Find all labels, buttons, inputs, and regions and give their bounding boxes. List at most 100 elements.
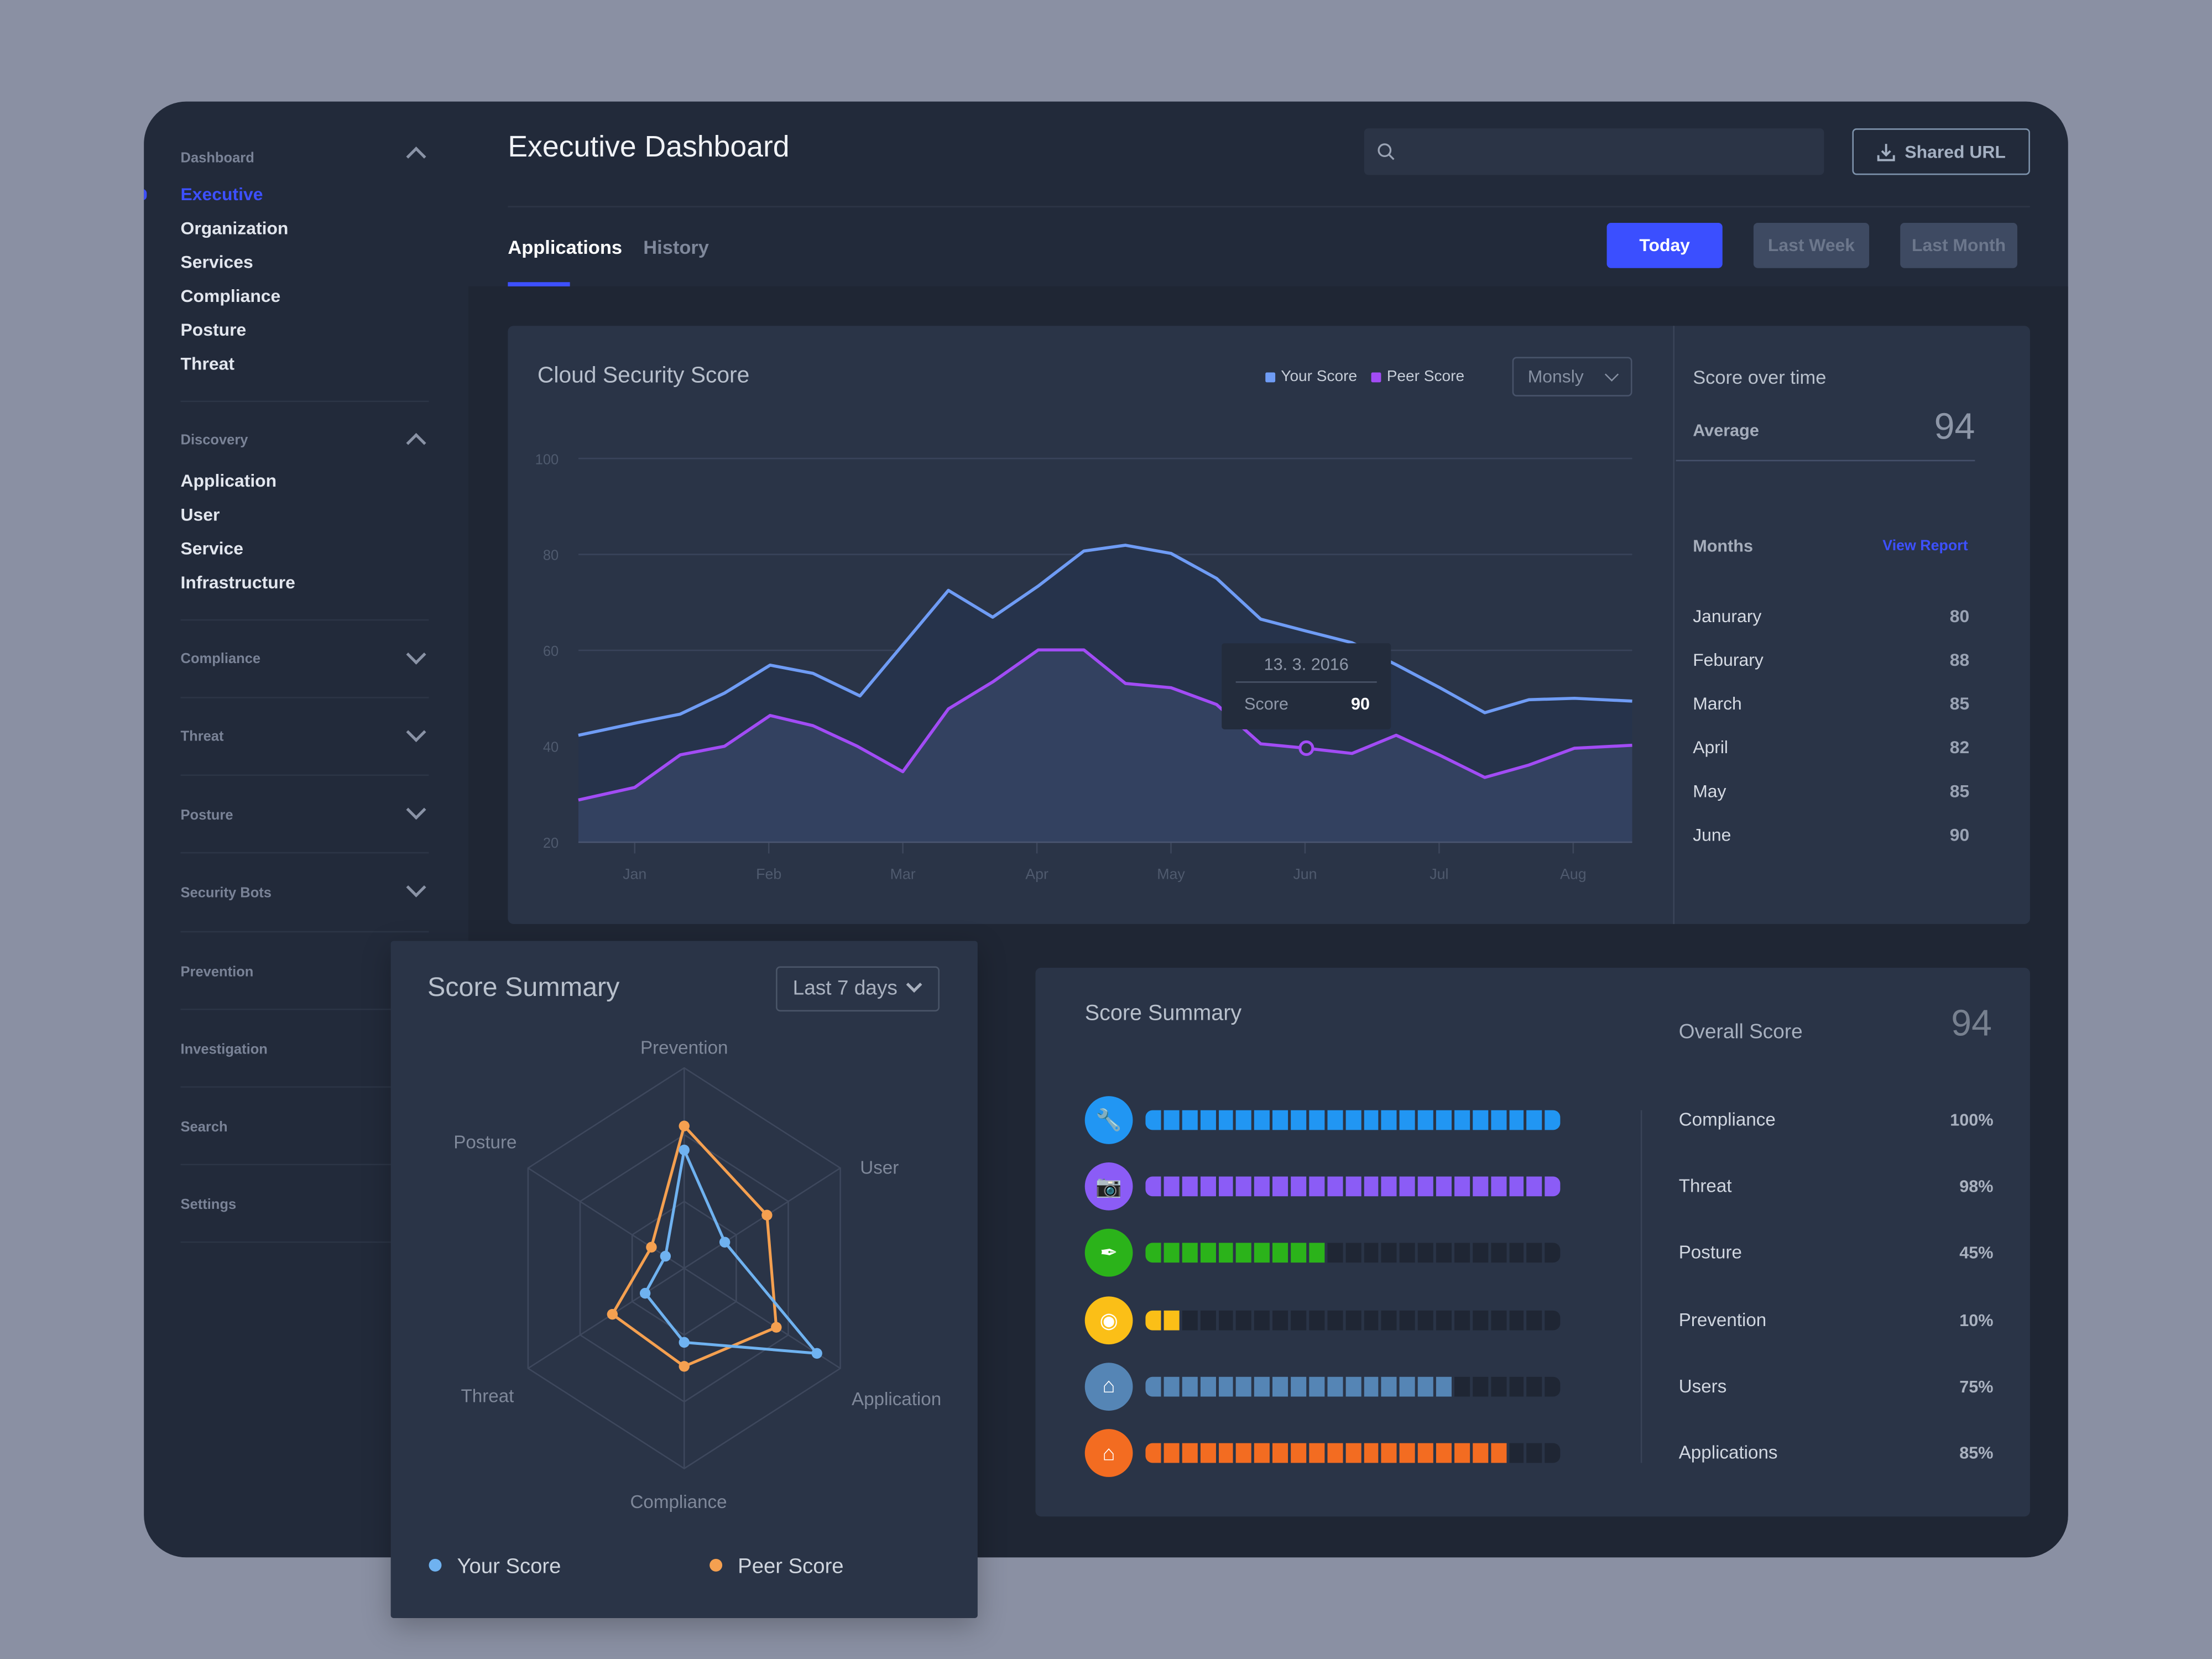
tooltip-date: 13. 3. 2016 (1264, 654, 1349, 675)
x-tick-label: Apr (1025, 865, 1048, 882)
bar-segment-filled (1145, 1310, 1161, 1330)
bar-segment-filled (1145, 1376, 1161, 1396)
highlight-point[interactable] (1298, 740, 1314, 756)
today-button[interactable]: Today (1606, 223, 1723, 268)
score-value: 85% (1959, 1443, 1994, 1463)
sidebar-section-discovery[interactable]: Discovery (180, 433, 248, 449)
sidebar-section-settings[interactable]: Settings (180, 1197, 237, 1213)
view-report-link[interactable]: View Report (1882, 537, 1968, 555)
bar-segment-filled (1218, 1376, 1234, 1396)
sidebar-section-threat[interactable]: Threat (180, 729, 224, 745)
area-peer-score (578, 650, 1632, 842)
bar-segment-empty (1454, 1310, 1470, 1330)
sidebar-item-threat[interactable]: Threat (180, 354, 234, 374)
chevron-down-icon[interactable] (406, 877, 426, 898)
radar-point (811, 1348, 822, 1359)
bar-segment-filled (1164, 1310, 1179, 1330)
panel-divider (1640, 1110, 1642, 1463)
bar-segment-filled (1436, 1443, 1452, 1463)
camera-icon: 📷 (1084, 1162, 1133, 1211)
bar-segment-filled (1527, 1177, 1542, 1197)
month-row: April 82 (1693, 738, 1969, 758)
score-progress-bar (1145, 1443, 1561, 1463)
score-label: Users (1678, 1375, 1727, 1396)
shared-url-button[interactable]: Shared URL (1852, 128, 2030, 175)
sidebar-section-prevention[interactable]: Prevention (180, 964, 254, 980)
sidebar-item-posture[interactable]: Posture (180, 320, 247, 340)
bar-segment-empty (1472, 1376, 1488, 1396)
active-tab-underline (508, 282, 570, 286)
chevron-down-icon[interactable] (406, 800, 426, 820)
legend-dot-peer-score (709, 1558, 723, 1572)
radar-axis-label: Compliance (630, 1492, 727, 1512)
divider (180, 1241, 429, 1243)
bar-segment-empty (1509, 1243, 1525, 1264)
bar-segment-filled (1418, 1376, 1433, 1396)
chevron-down-icon[interactable] (406, 644, 426, 665)
score-label: Prevention (1678, 1308, 1767, 1330)
radar-point (646, 1241, 657, 1253)
bar-segment-filled (1272, 1443, 1288, 1463)
last-week-button[interactable]: Last Week (1753, 223, 1870, 268)
bar-segment-filled (1490, 1443, 1506, 1463)
sidebar-section-compliance[interactable]: Compliance (180, 651, 261, 667)
score-progress-bar (1145, 1310, 1561, 1330)
score-label: Threat (1678, 1175, 1732, 1197)
tab-applications[interactable]: Applications (508, 237, 623, 258)
sidebar-item-organization[interactable]: Organization (180, 218, 289, 239)
bar-segment-filled (1345, 1376, 1361, 1396)
line-your-score (578, 544, 1632, 737)
bar-segment-empty (1436, 1243, 1452, 1264)
legend-your-score: Your Score (1281, 368, 1358, 385)
radar-period-dropdown[interactable]: Last 7 days (776, 966, 940, 1012)
month-row: Feburary 88 (1693, 650, 1969, 670)
last-month-button[interactable]: Last Month (1900, 223, 2017, 268)
sidebar-item-compliance[interactable]: Compliance (180, 286, 281, 306)
bar-segment-empty (1472, 1310, 1488, 1330)
chevron-up-icon[interactable] (406, 432, 426, 453)
bar-segment-filled (1527, 1110, 1542, 1130)
sidebar-item-services[interactable]: Services (180, 252, 253, 273)
chevron-up-icon[interactable] (406, 147, 426, 167)
bar-segment-empty (1272, 1310, 1288, 1330)
search-input[interactable] (1364, 128, 1824, 175)
month-row: March 85 (1693, 694, 1969, 714)
months-label: Months (1693, 536, 1754, 556)
bar-segment-empty (1327, 1243, 1343, 1264)
month-score: 85 (1949, 781, 1970, 801)
bar-segment-filled (1472, 1443, 1488, 1463)
legend-dot-your-score (429, 1558, 442, 1572)
bar-segment-empty (1381, 1310, 1397, 1330)
bar-segment-empty (1454, 1243, 1470, 1264)
tab-history[interactable]: History (643, 237, 709, 258)
average-value: 94 (1934, 405, 1975, 447)
bar-segment-empty (1527, 1310, 1542, 1330)
sidebar-item-executive[interactable]: Executive (180, 185, 263, 205)
average-label: Average (1693, 420, 1759, 440)
sidebar-item-service[interactable]: Service (180, 539, 244, 559)
radar-point (719, 1237, 731, 1248)
bar-segment-filled (1400, 1443, 1415, 1463)
sidebar-item-user[interactable]: User (180, 505, 220, 525)
sidebar-item-infrastructure[interactable]: Infrastructure (180, 572, 295, 593)
sidebar-section-posture[interactable]: Posture (180, 808, 233, 824)
sidebar-section-search[interactable]: Search (180, 1120, 228, 1136)
bar-segment-empty (1327, 1310, 1343, 1330)
bar-segment-empty (1236, 1310, 1252, 1330)
radar-panel: Score Summary Last 7 days Prevention User… (390, 941, 978, 1618)
sidebar-section-security-bots[interactable]: Security Bots (180, 886, 272, 902)
bar-segment-filled (1254, 1110, 1270, 1130)
score-summary-panel: Score Summary Overall Score 94 🔧 Complia… (1035, 967, 2030, 1517)
sidebar-section-dashboard[interactable]: Dashboard (180, 150, 254, 167)
bar-segment-filled (1164, 1110, 1179, 1130)
bar-segment-filled (1272, 1177, 1288, 1197)
radar-title: Score Summary (427, 973, 620, 1003)
period-dropdown[interactable]: Monsly (1512, 357, 1632, 397)
sidebar-item-application[interactable]: Application (180, 471, 277, 491)
active-indicator (144, 189, 147, 201)
legend-swatch-peer-score (1371, 372, 1381, 382)
chevron-down-icon[interactable] (406, 722, 426, 743)
score-over-time: Score over time Average 94 Months View R… (1673, 326, 2030, 924)
sidebar-section-investigation[interactable]: Investigation (180, 1042, 268, 1058)
bar-segment-empty (1182, 1310, 1197, 1330)
